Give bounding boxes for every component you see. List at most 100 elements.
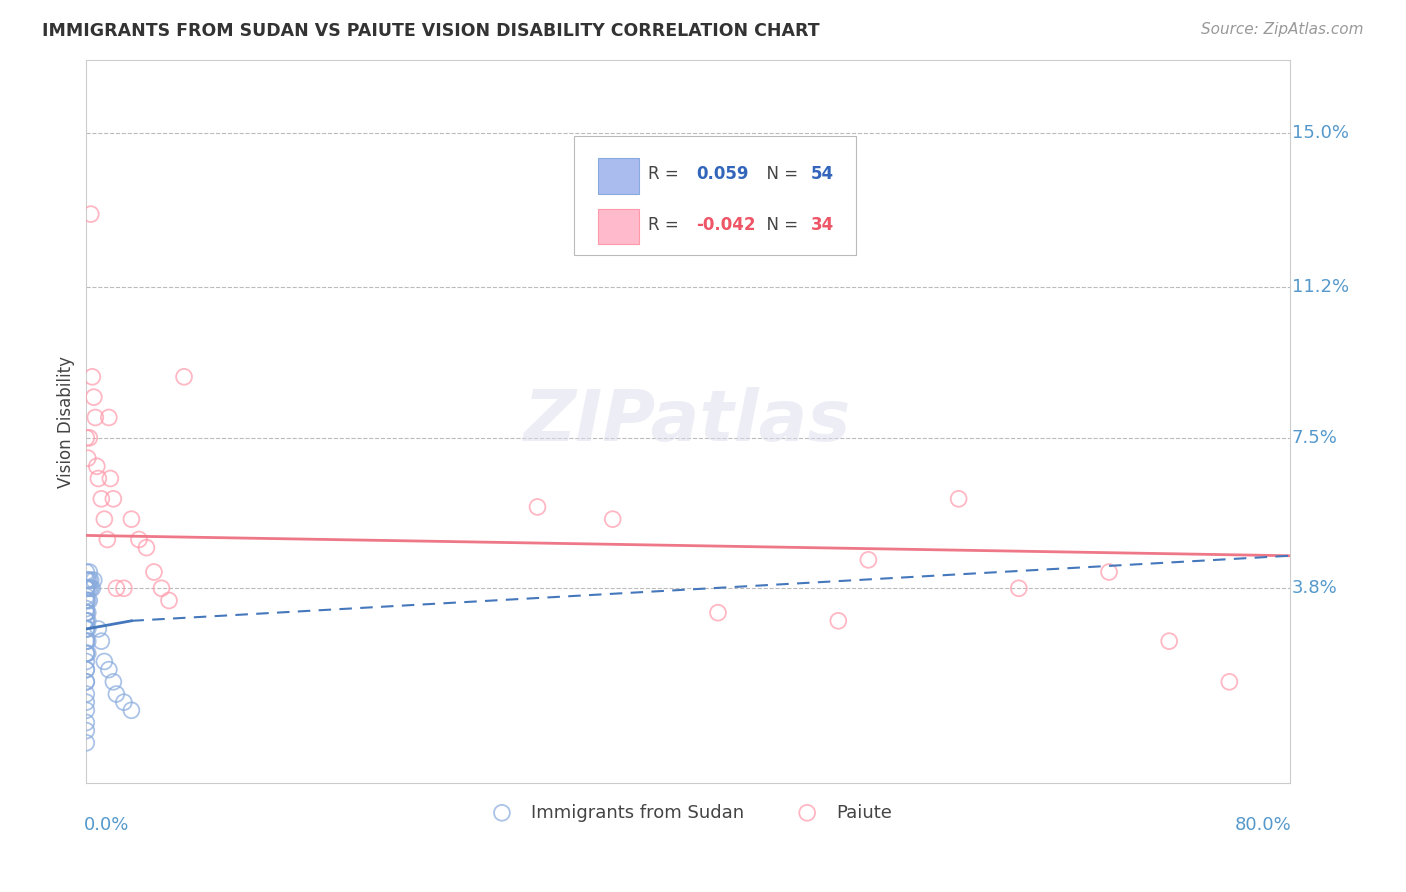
FancyBboxPatch shape	[598, 159, 638, 194]
Point	[75, 687, 97, 701]
Point	[120, 512, 142, 526]
Point	[75, 715, 97, 730]
Text: 11.2%: 11.2%	[1292, 278, 1348, 296]
Point	[75, 573, 97, 587]
Point	[76, 573, 98, 587]
Text: 3.8%: 3.8%	[1292, 579, 1337, 598]
Point	[87, 622, 110, 636]
Text: 0.0%: 0.0%	[84, 816, 129, 834]
Point	[75, 601, 97, 615]
Point	[948, 491, 970, 506]
Point	[97, 663, 120, 677]
Point	[80, 207, 103, 221]
Point	[1098, 565, 1121, 579]
Point	[75, 634, 97, 648]
Point	[80, 573, 103, 587]
Point	[76, 451, 98, 466]
Point	[75, 606, 97, 620]
Point	[105, 582, 128, 596]
Text: 7.5%: 7.5%	[1292, 429, 1337, 447]
Text: -0.042: -0.042	[696, 216, 756, 234]
Text: ZIPatlas: ZIPatlas	[524, 387, 852, 456]
Text: IMMIGRANTS FROM SUDAN VS PAIUTE VISION DISABILITY CORRELATION CHART: IMMIGRANTS FROM SUDAN VS PAIUTE VISION D…	[42, 22, 820, 40]
Point	[79, 593, 101, 607]
Text: R =: R =	[648, 165, 685, 184]
Point	[75, 695, 97, 709]
Point	[82, 582, 104, 596]
Point	[1218, 674, 1240, 689]
Text: N =: N =	[756, 216, 804, 234]
Point	[75, 614, 97, 628]
Point	[97, 410, 120, 425]
FancyBboxPatch shape	[598, 209, 638, 244]
Point	[75, 614, 97, 628]
Point	[112, 695, 135, 709]
FancyBboxPatch shape	[574, 136, 856, 255]
Point	[76, 582, 98, 596]
Point	[1008, 582, 1031, 596]
Point	[76, 646, 98, 660]
Point	[75, 663, 97, 677]
Point	[602, 512, 624, 526]
Point	[1159, 634, 1181, 648]
Point	[75, 634, 97, 648]
Point	[75, 723, 97, 738]
Text: 54: 54	[811, 165, 834, 184]
Text: 15.0%: 15.0%	[1292, 124, 1348, 142]
Point	[75, 622, 97, 636]
Point	[76, 614, 98, 628]
Point	[120, 703, 142, 717]
Point	[93, 655, 115, 669]
Point	[75, 703, 97, 717]
Point	[96, 533, 118, 547]
Point	[157, 593, 180, 607]
Point	[75, 646, 97, 660]
Point	[707, 606, 730, 620]
Point	[75, 582, 97, 596]
Point	[75, 674, 97, 689]
Point	[76, 622, 98, 636]
Point	[143, 565, 166, 579]
Point	[90, 634, 112, 648]
Point	[105, 687, 128, 701]
Text: R =: R =	[648, 216, 685, 234]
Point	[135, 541, 157, 555]
Point	[128, 533, 150, 547]
Point	[79, 573, 101, 587]
Point	[112, 582, 135, 596]
Point	[82, 369, 104, 384]
Text: 0.059: 0.059	[696, 165, 749, 184]
Text: N =: N =	[756, 165, 804, 184]
Point	[75, 593, 97, 607]
Point	[526, 500, 548, 514]
Point	[75, 646, 97, 660]
Point	[98, 471, 121, 485]
Point	[76, 606, 98, 620]
Y-axis label: Vision Disability: Vision Disability	[58, 356, 75, 488]
Point	[76, 634, 98, 648]
Point	[75, 606, 97, 620]
Point	[75, 582, 97, 596]
Point	[79, 431, 101, 445]
Point	[83, 573, 105, 587]
Point	[83, 390, 105, 404]
Point	[79, 565, 101, 579]
Point	[103, 674, 125, 689]
Point	[80, 582, 103, 596]
Point	[75, 655, 97, 669]
Point	[75, 622, 97, 636]
Point	[75, 674, 97, 689]
Point	[84, 410, 107, 425]
Point	[150, 582, 173, 596]
Point	[90, 491, 112, 506]
Point	[75, 582, 97, 596]
Point	[827, 614, 849, 628]
Point	[75, 565, 97, 579]
Point	[75, 736, 97, 750]
Text: 80.0%: 80.0%	[1236, 816, 1292, 834]
Point	[79, 582, 101, 596]
Point	[93, 512, 115, 526]
Point	[75, 663, 97, 677]
Text: 34: 34	[811, 216, 834, 234]
Point	[75, 590, 97, 604]
